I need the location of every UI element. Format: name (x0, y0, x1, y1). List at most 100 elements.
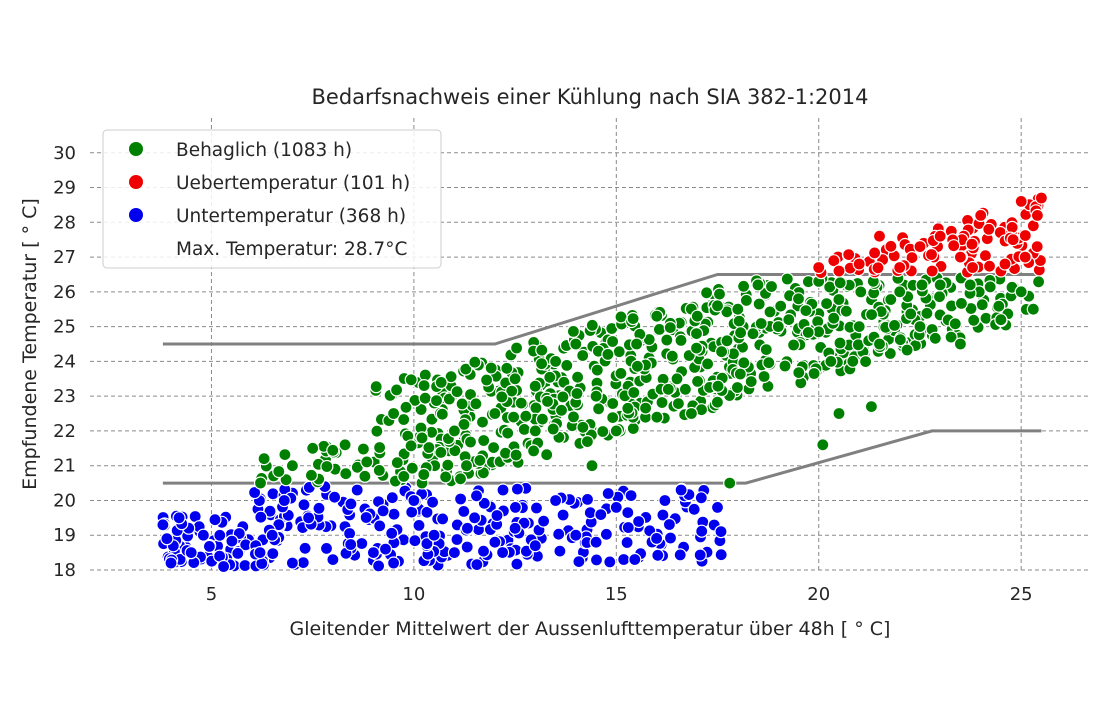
scatter-point (694, 491, 708, 505)
scatter-point (253, 545, 267, 560)
scatter-point (535, 343, 549, 357)
scatter-point (278, 448, 292, 462)
scatter-point (953, 250, 968, 264)
scatter-point (238, 558, 252, 573)
scatter-point (387, 556, 401, 570)
scatter-point (373, 519, 387, 533)
scatter-point (344, 537, 358, 552)
scatter-point (730, 380, 745, 395)
scatter-point (450, 385, 464, 399)
scatter-point (208, 513, 222, 527)
scatter-point (780, 272, 794, 286)
scatter-point (965, 237, 979, 251)
scatter-point (739, 293, 754, 307)
scatter-point (651, 548, 665, 562)
scatter-point (833, 276, 847, 290)
scatter-point (807, 366, 821, 381)
scatter-point (819, 297, 834, 311)
scatter-point (601, 486, 615, 501)
scatter-point (272, 464, 286, 479)
scatter-point (606, 396, 620, 411)
scatter-point (420, 505, 434, 519)
scatter-point (720, 334, 734, 348)
scatter-point (893, 285, 907, 299)
scatter-point (580, 492, 595, 506)
scatter-point (510, 482, 525, 496)
scatter-point (684, 406, 699, 421)
scatter-point (298, 541, 312, 555)
scatter-point (506, 410, 521, 424)
scatter-point (570, 370, 585, 384)
scatter-point (572, 554, 586, 569)
scatter-point (463, 435, 478, 449)
legend-label-behaglich: Behaglich (1083 h) (176, 140, 352, 161)
scatter-point (606, 411, 620, 425)
scatter-point (982, 259, 997, 273)
scatter-point (468, 511, 482, 525)
scatter-point (965, 260, 980, 275)
scatter-point (920, 306, 934, 320)
scatter-point (373, 440, 387, 455)
scatter-point (417, 379, 431, 393)
scatter-point (605, 334, 620, 349)
scatter-point (975, 298, 989, 312)
scatter-point (576, 420, 590, 434)
scatter-point (1014, 285, 1028, 299)
scatter-point (569, 528, 583, 542)
scatter-point (447, 545, 461, 560)
scatter-point (925, 264, 939, 278)
scatter-point (638, 401, 653, 415)
scatter-point (665, 349, 679, 363)
scatter-point (752, 297, 766, 311)
scatter-point (488, 535, 502, 549)
scatter-point (378, 542, 393, 556)
scatter-point (852, 320, 866, 334)
scatter-point (591, 402, 606, 416)
scatter-point (399, 400, 413, 414)
scatter-point (536, 514, 551, 528)
scatter-point (655, 395, 669, 410)
scatter-point (338, 438, 352, 452)
scatter-point (202, 539, 216, 554)
scatter-point (569, 337, 583, 351)
scatter-point (415, 431, 429, 445)
scatter-point (496, 483, 510, 497)
scatter-point (791, 292, 806, 306)
scatter-point (576, 348, 590, 363)
scatter-point (723, 476, 737, 490)
scatter-point (852, 257, 866, 271)
scatter-point (832, 406, 846, 421)
scatter-point (782, 313, 796, 327)
scatter-point (509, 341, 524, 355)
scatter-point (983, 280, 997, 294)
scatter-point (548, 354, 563, 368)
scatter-point (832, 264, 846, 278)
scatter-point (833, 336, 847, 350)
scatter-point (508, 500, 523, 514)
scatter-point (366, 545, 380, 560)
scatter-point (580, 435, 595, 449)
scatter-point (900, 343, 914, 357)
y-tick-label: 26 (53, 282, 76, 303)
scatter-point (387, 406, 401, 421)
scatter-point (649, 531, 664, 546)
scatter-point (302, 511, 316, 525)
scatter-point (477, 433, 491, 448)
scatter-point (566, 410, 581, 424)
scatter-point (670, 372, 684, 386)
scatter-point (599, 527, 614, 541)
scatter-point (457, 417, 471, 431)
scatter-point (385, 526, 399, 540)
scatter-point (913, 320, 927, 334)
scatter-point (266, 546, 280, 561)
legend-label-max-temperature: Max. Temperatur: 28.7°C (176, 239, 407, 260)
scatter-point (498, 446, 513, 460)
y-tick-label: 30 (53, 143, 76, 164)
scatter-point (320, 459, 334, 474)
y-tick-label: 29 (53, 178, 76, 199)
scatter-point (444, 370, 458, 384)
scatter-point (514, 396, 528, 410)
scatter-point (1018, 228, 1032, 243)
scatter-point (248, 485, 262, 500)
scatter-point (1034, 191, 1049, 205)
